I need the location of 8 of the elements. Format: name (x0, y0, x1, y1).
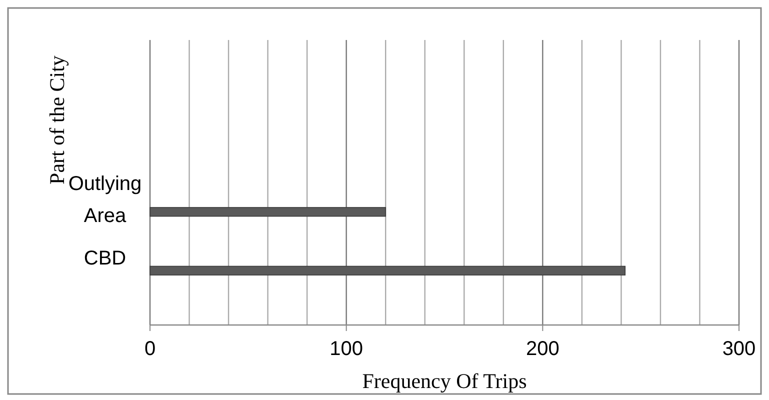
y-tick-label: CBD (84, 248, 126, 270)
x-tick-label: 100 (330, 338, 364, 360)
x-tick-label: 300 (722, 338, 756, 360)
x-tick-label: 200 (526, 338, 560, 360)
y-axis-title: Part of the City (45, 55, 69, 184)
y-tick-label: Outlying Area (68, 172, 142, 227)
x-axis-title: Frequency Of Trips (362, 369, 527, 393)
x-tick-label: 0 (144, 338, 156, 360)
